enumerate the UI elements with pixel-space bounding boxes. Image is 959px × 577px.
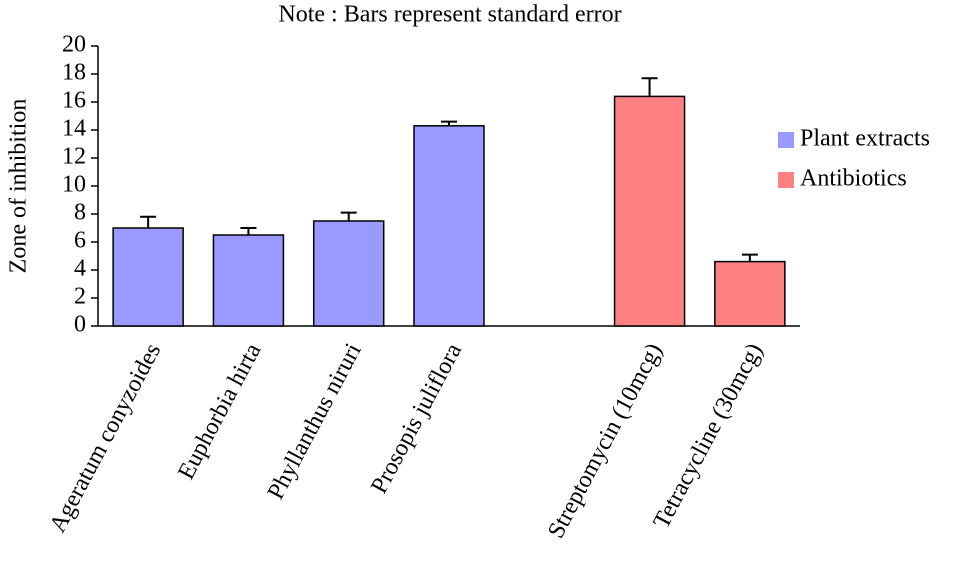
x-tick-label: Prosopis juliflora [366, 339, 467, 498]
y-tick-label: 8 [74, 200, 86, 226]
y-axis-label: Zone of inhibition [6, 99, 32, 274]
y-tick-label: 20 [62, 32, 86, 58]
x-tick-label: Euphorbia hirta [173, 339, 267, 484]
chart-title: Note : Bars represent standard error [278, 2, 621, 28]
legend-label: Antibiotics [800, 166, 907, 192]
y-tick-label: 4 [74, 256, 86, 282]
error-bar [240, 227, 257, 235]
x-tick-label: Tetracycline (30mcg) [649, 339, 768, 533]
x-tick-label: Ageratum conyzoides [45, 339, 167, 537]
y-tick-label: 18 [62, 60, 86, 86]
y-tick-label: 6 [74, 228, 86, 254]
bar [613, 95, 686, 327]
legend-label: Plant extracts [800, 126, 930, 152]
error-bar [340, 211, 357, 221]
y-tick-label: 10 [62, 172, 86, 198]
y-tick-label: 16 [62, 88, 86, 114]
error-bar [741, 253, 758, 262]
error-bar [140, 215, 157, 228]
y-tick-label: 12 [62, 144, 86, 170]
legend-swatch [778, 132, 794, 148]
bar [112, 227, 184, 327]
bar [413, 125, 485, 327]
legend-swatch [778, 172, 794, 188]
error-bar [441, 120, 457, 126]
bar [714, 260, 786, 327]
x-tick-label: Phyllanthus niruri [263, 339, 367, 504]
y-tick-label: 14 [62, 116, 86, 142]
error-bar [641, 77, 658, 97]
bar [212, 234, 285, 327]
x-tick-label: Streptomycin (10mcg) [543, 339, 668, 542]
y-tick-label: 2 [74, 284, 86, 310]
y-tick-label: 0 [74, 312, 86, 338]
bar [312, 220, 385, 327]
